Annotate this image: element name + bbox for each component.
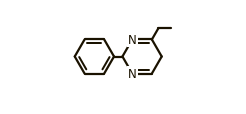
Text: N: N: [128, 34, 137, 47]
Text: N: N: [128, 67, 137, 80]
